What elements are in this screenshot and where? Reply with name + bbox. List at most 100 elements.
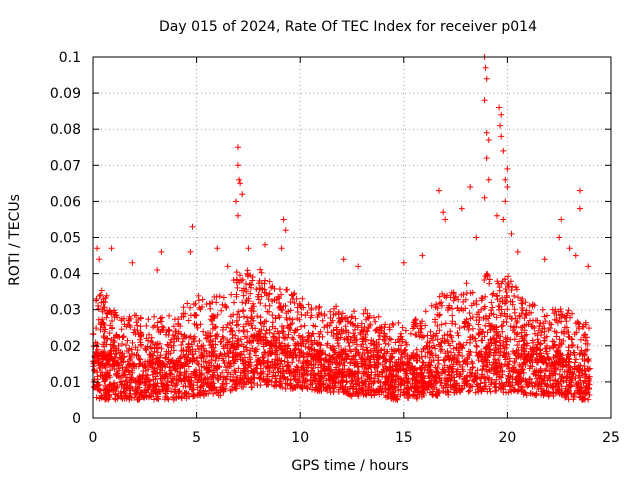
data-point (301, 367, 308, 374)
data-point (420, 359, 427, 366)
data-point (202, 376, 209, 383)
data-point (375, 353, 382, 359)
data-point (445, 377, 452, 383)
data-point (582, 347, 589, 354)
data-point (262, 302, 269, 309)
data-point (185, 363, 192, 370)
data-point (518, 378, 525, 385)
data-point (345, 390, 351, 397)
data-point (565, 347, 572, 354)
data-point (93, 325, 100, 332)
data-point (553, 329, 560, 336)
data-point (177, 355, 184, 362)
data-point (211, 348, 218, 355)
data-point (99, 316, 106, 323)
data-point (556, 234, 563, 241)
data-point (577, 350, 584, 357)
data-point (118, 394, 125, 401)
data-point (254, 313, 261, 320)
data-point (442, 320, 449, 327)
data-point (436, 312, 442, 319)
data-point (251, 333, 258, 340)
data-point (177, 365, 184, 372)
data-point (166, 312, 173, 319)
data-point (508, 316, 515, 322)
data-point (356, 382, 363, 389)
data-point (512, 352, 519, 358)
data-point (319, 317, 326, 324)
data-point (573, 320, 579, 327)
data-point (496, 337, 503, 344)
data-point (328, 375, 335, 382)
data-point (305, 337, 312, 344)
data-point (542, 318, 549, 325)
data-point (96, 256, 103, 263)
data-point (141, 393, 148, 399)
data-point (403, 341, 410, 348)
data-point (340, 256, 347, 263)
data-point (170, 365, 177, 372)
data-point (360, 370, 367, 377)
data-point (282, 227, 289, 234)
data-point (427, 351, 434, 357)
data-point (449, 338, 456, 345)
data-point (291, 300, 298, 306)
data-point (170, 332, 176, 338)
data-point (456, 373, 463, 380)
data-point (111, 339, 118, 346)
data-point (269, 349, 276, 356)
data-point (537, 365, 544, 372)
data-point (312, 305, 319, 311)
data-point (316, 303, 323, 310)
data-point (147, 344, 154, 351)
data-point (506, 368, 513, 375)
data-point (292, 327, 299, 334)
data-point (365, 324, 372, 331)
data-point (419, 383, 426, 390)
data-point (199, 296, 206, 303)
data-point (483, 316, 490, 322)
data-point (348, 314, 355, 321)
data-point (134, 347, 141, 354)
data-point (135, 331, 142, 338)
data-point (511, 293, 518, 299)
data-point (465, 326, 472, 333)
data-point (170, 323, 177, 330)
data-point (479, 337, 486, 344)
data-point (276, 339, 283, 346)
data-point (253, 365, 260, 372)
data-point (269, 319, 276, 326)
data-point (271, 330, 278, 337)
data-point (219, 333, 226, 340)
data-point (197, 387, 203, 394)
data-point (485, 176, 492, 183)
data-point (523, 381, 530, 388)
data-point (438, 299, 445, 306)
data-point (407, 330, 414, 337)
data-point (436, 327, 443, 334)
data-point (148, 345, 155, 352)
data-point (178, 362, 185, 369)
data-point (375, 373, 381, 380)
data-point (388, 370, 395, 377)
data-point (280, 368, 287, 375)
data-point (257, 319, 264, 326)
data-point (150, 324, 157, 331)
data-point (456, 341, 463, 348)
data-point (282, 334, 289, 341)
data-point (113, 332, 120, 339)
data-point (272, 375, 279, 382)
data-point (487, 388, 494, 395)
data-point (489, 361, 496, 368)
data-point (397, 359, 404, 366)
data-point (137, 360, 144, 367)
data-point (454, 329, 461, 336)
data-point (121, 321, 128, 328)
data-point (393, 366, 400, 373)
data-point (281, 342, 288, 349)
data-point (180, 304, 187, 311)
data-point (516, 368, 523, 375)
data-point (244, 364, 251, 371)
data-point (349, 313, 356, 320)
